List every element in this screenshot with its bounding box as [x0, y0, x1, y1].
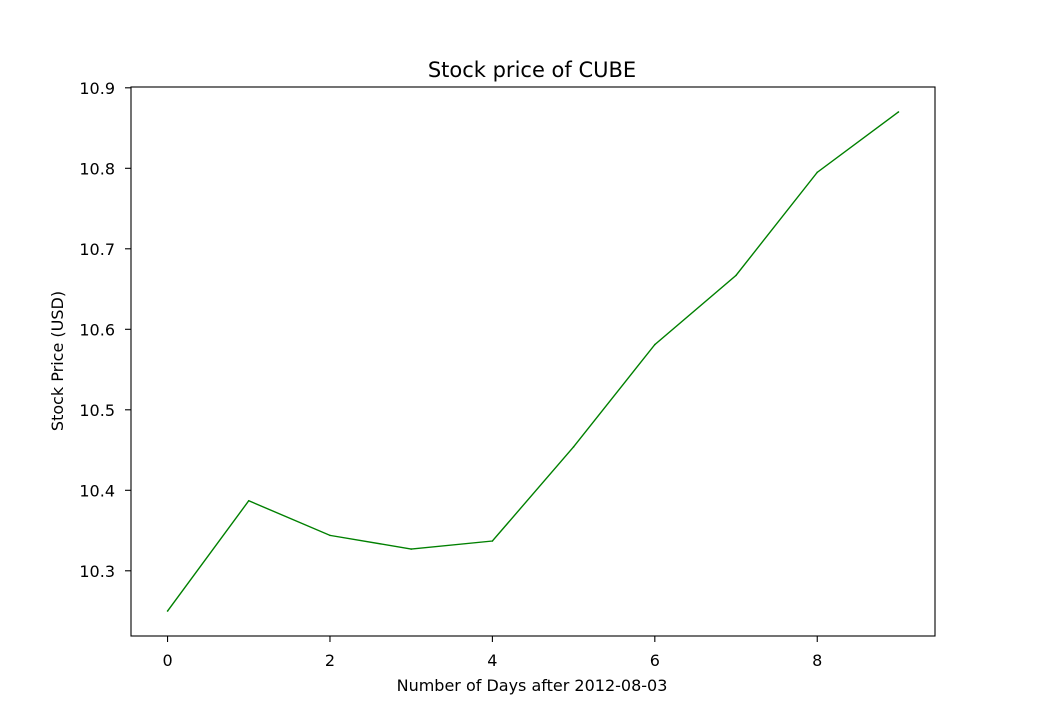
chart-title: Stock price of CUBE [428, 58, 636, 82]
data-point [166, 610, 169, 612]
x-tick-label: 6 [650, 651, 660, 670]
data-point [897, 111, 900, 113]
y-tick-label: 10.8 [79, 159, 115, 178]
plot-frame [130, 86, 936, 637]
data-point [410, 548, 412, 550]
data-point [654, 343, 656, 346]
y-tick-label: 10.5 [79, 401, 115, 420]
data-point [247, 499, 250, 502]
data-point [572, 446, 575, 448]
data-point [735, 274, 737, 277]
y-axis: 10.3 10.4 10.5 10.6 10.7 10.8 10.9 [79, 79, 131, 581]
x-tick-label: 4 [487, 651, 497, 670]
y-tick-label: 10.6 [79, 320, 115, 339]
y-tick-label: 10.7 [79, 240, 115, 259]
series-group [166, 111, 900, 612]
data-point [329, 534, 331, 537]
x-axis-label: Number of Days after 2012-08-03 [397, 676, 668, 695]
series-line [166, 111, 899, 612]
y-tick-label: 10.4 [79, 481, 115, 500]
x-tick-label: 8 [812, 651, 822, 670]
x-tick-label: 0 [162, 651, 172, 670]
x-tick-label: 2 [325, 651, 335, 670]
data-point [491, 540, 494, 542]
data-point [816, 171, 819, 174]
y-axis-label: Stock Price (USD) [48, 291, 67, 431]
x-axis: 0 2 4 6 8 [162, 636, 822, 670]
y-tick-label: 10.9 [79, 79, 115, 98]
y-tick-label: 10.3 [79, 562, 115, 581]
